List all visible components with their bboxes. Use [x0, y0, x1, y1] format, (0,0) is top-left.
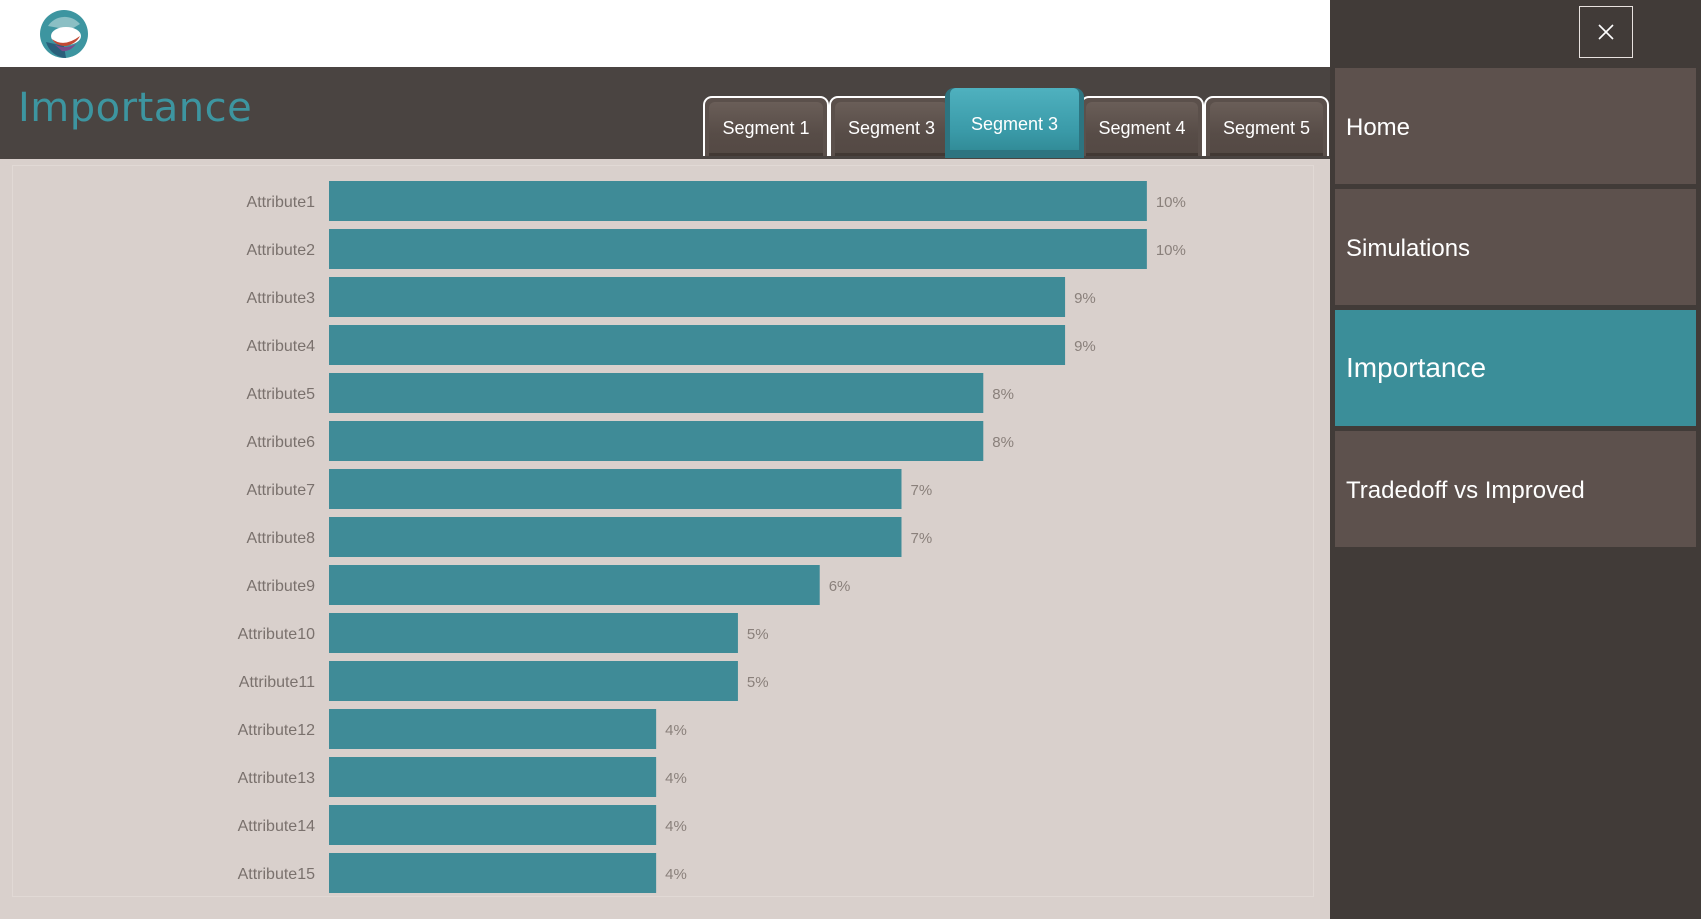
category-label: Attribute5 [247, 386, 316, 403]
nav-item-tradedoff-vs-improved[interactable]: Tradedoff vs Improved [1335, 431, 1696, 547]
category-label: Attribute1 [247, 194, 316, 211]
category-label: Attribute9 [247, 578, 316, 595]
bar [329, 421, 984, 461]
nav-item-importance[interactable]: Importance [1335, 310, 1696, 426]
nav-item-label: Simulations [1346, 235, 1471, 262]
bar [329, 277, 1066, 317]
value-label: 9% [1074, 338, 1096, 355]
importance-bar-chart: Attribute1 10% Attribute2 10% Attribute3 9% At… [238, 181, 1186, 893]
bar [329, 709, 657, 749]
bar [329, 757, 657, 797]
tab-segment-1[interactable]: Segment 1 [703, 96, 829, 156]
chart-panel: Attribute1 10% Attribute2 10% Attribute3 9% At… [0, 159, 1330, 919]
close-icon [1598, 24, 1614, 40]
tab-segment-3a[interactable]: Segment 3 [829, 96, 954, 156]
bar [329, 517, 902, 557]
circular-logo-icon [40, 10, 88, 58]
value-label: 9% [1074, 290, 1096, 307]
nav-item-simulations[interactable]: Simulations [1335, 189, 1696, 305]
category-label: Attribute4 [247, 338, 316, 355]
value-label: 5% [747, 674, 769, 691]
tab-label: Segment 4 [1098, 118, 1186, 138]
bar [329, 613, 738, 653]
value-label: 4% [665, 722, 687, 739]
value-label: 6% [829, 578, 851, 595]
category-label: Attribute14 [238, 818, 315, 835]
category-label: Attribute6 [247, 434, 316, 451]
bar [329, 469, 902, 509]
chart-frame [12, 165, 1314, 897]
category-label: Attribute11 [239, 674, 315, 691]
tab-label: Segment 3 [847, 118, 936, 138]
page-title: Importance [18, 85, 253, 131]
top-header [0, 0, 1330, 67]
value-label: 4% [665, 770, 687, 787]
tab-segment-5[interactable]: Segment 5 [1204, 96, 1329, 156]
value-label: 10% [1156, 242, 1186, 259]
tab-label: Segment 5 [1222, 118, 1311, 138]
value-label: 8% [992, 434, 1014, 451]
bar [329, 853, 657, 893]
nav-item-home[interactable]: Home [1335, 68, 1696, 184]
tab-segment-4[interactable]: Segment 4 [1080, 96, 1204, 156]
tab-label: Segment 1 [722, 118, 810, 138]
bar [329, 325, 1066, 365]
nav-item-label: Home [1346, 114, 1411, 141]
value-label: 7% [911, 530, 933, 547]
category-label: Attribute13 [238, 770, 315, 787]
value-label: 4% [665, 818, 687, 835]
bar [329, 565, 820, 605]
value-label: 8% [992, 386, 1014, 403]
close-button[interactable] [1579, 6, 1633, 58]
nav-item-label: Importance [1346, 352, 1487, 383]
value-label: 4% [665, 866, 687, 883]
category-label: Attribute7 [247, 482, 316, 499]
value-label: 10% [1156, 194, 1186, 211]
bar [329, 229, 1147, 269]
bar [329, 805, 657, 845]
bar [329, 661, 738, 701]
category-label: Attribute10 [238, 626, 315, 643]
tab-segment-3-active[interactable]: Segment 3 [945, 88, 1084, 158]
value-label: 7% [911, 482, 933, 499]
category-label: Attribute2 [247, 242, 316, 259]
category-label: Attribute15 [238, 866, 315, 883]
category-label: Attribute3 [247, 290, 316, 307]
bar [329, 181, 1147, 221]
nav-item-label: Tradedoff vs Improved [1346, 477, 1585, 504]
category-label: Attribute8 [247, 530, 316, 547]
category-label: Attribute12 [238, 722, 315, 739]
tab-label: Segment 3 [970, 114, 1059, 134]
value-label: 5% [747, 626, 769, 643]
bar [329, 373, 984, 413]
